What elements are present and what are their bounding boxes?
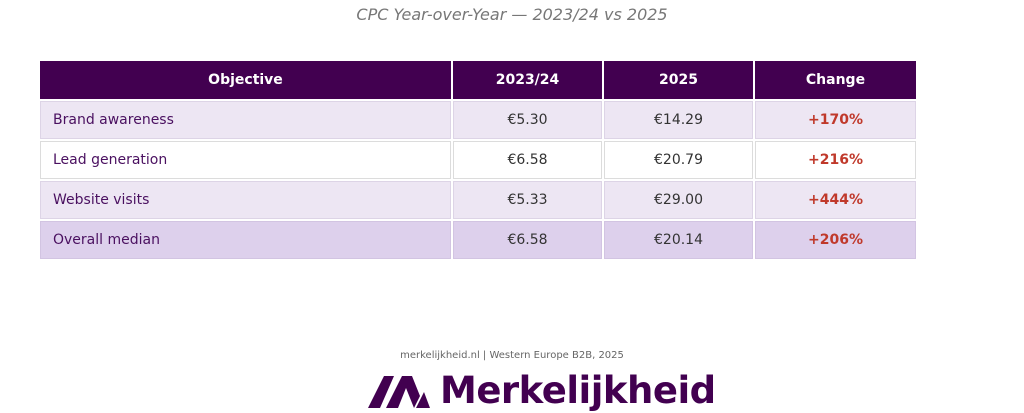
cell-2025: €20.14 — [604, 221, 753, 259]
logo-mark-icon — [368, 376, 430, 408]
brand-logo: Merkelijkheid — [368, 368, 716, 413]
source-note: merkelijkheid.nl | Western Europe B2B, 2… — [400, 350, 624, 361]
cell-2023-24: €6.58 — [453, 221, 602, 259]
cell-2023-24: €5.33 — [453, 181, 602, 219]
cell-2023-24: €6.58 — [453, 141, 602, 179]
header-2025: 2025 — [604, 61, 753, 99]
table-row: Lead generation €6.58 €20.79 +216% — [40, 141, 916, 179]
cell-objective: Lead generation — [40, 141, 451, 179]
cpc-table: Objective 2023/24 2025 Change Brand awar… — [38, 59, 918, 261]
cell-objective: Brand awareness — [40, 101, 451, 139]
logo-wordmark: Merkelijkheid — [440, 369, 716, 412]
chart-title: CPC Year-over-Year — 2023/24 vs 2025 — [356, 5, 668, 24]
table-header-row: Objective 2023/24 2025 Change — [40, 61, 916, 99]
cell-2025: €29.00 — [604, 181, 753, 219]
cell-change: +206% — [755, 221, 916, 259]
table-row: Brand awareness €5.30 €14.29 +170% — [40, 101, 916, 139]
header-objective: Objective — [40, 61, 451, 99]
table-row: Website visits €5.33 €29.00 +444% — [40, 181, 916, 219]
cell-change: +170% — [755, 101, 916, 139]
header-change: Change — [755, 61, 916, 99]
cell-2025: €14.29 — [604, 101, 753, 139]
cell-objective: Overall median — [40, 221, 451, 259]
table-row-median: Overall median €6.58 €20.14 +206% — [40, 221, 916, 259]
cell-2023-24: €5.30 — [453, 101, 602, 139]
cell-2025: €20.79 — [604, 141, 753, 179]
cell-change: +216% — [755, 141, 916, 179]
cell-objective: Website visits — [40, 181, 451, 219]
header-2023-24: 2023/24 — [453, 61, 602, 99]
cell-change: +444% — [755, 181, 916, 219]
